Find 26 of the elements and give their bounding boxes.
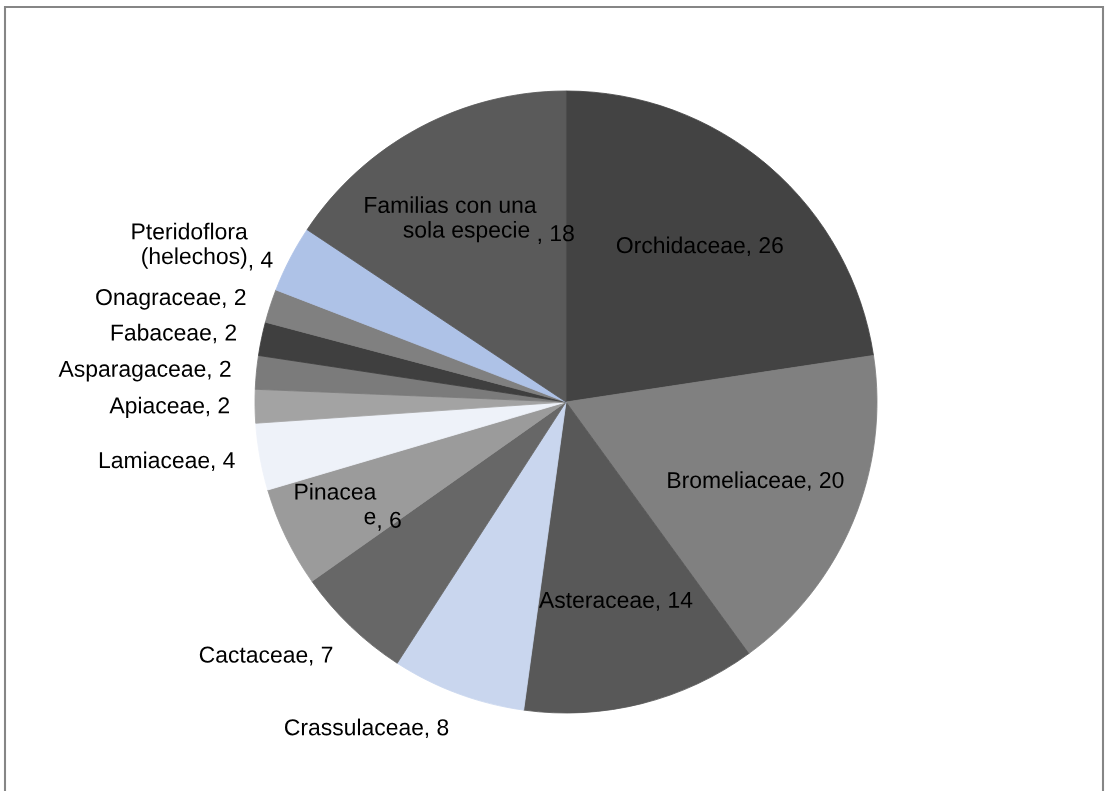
- data-label: , 2: [223, 288, 246, 308]
- data-label: , 7: [309, 646, 333, 666]
- slice-label: Asteraceae: [539, 592, 654, 609]
- slice-label: Pteridoflora (helechos): [132, 222, 248, 269]
- slice-label: Onagraceae: [96, 288, 221, 310]
- data-label: , 6: [378, 511, 401, 531]
- data-label: , 14: [656, 592, 693, 611]
- slice-label: Fabaceae: [111, 323, 211, 341]
- data-label: , 18: [538, 225, 574, 245]
- data-label: , 4: [211, 452, 235, 472]
- slice-label: Familias con una sola especie: [365, 196, 537, 243]
- data-label: , 4: [249, 251, 273, 271]
- data-label: , 2: [213, 324, 236, 344]
- slice-label: Asparagaceae: [58, 360, 206, 382]
- slice-label: Orchidaceae: [616, 236, 745, 254]
- slice-label: Lamiaceae: [99, 451, 210, 469]
- data-label: , 2: [208, 360, 231, 380]
- data-label: , 26: [747, 237, 783, 257]
- slice-label: Crassulaceae: [285, 718, 423, 736]
- slice-label: Pinacea e: [295, 482, 377, 525]
- data-label: , 8: [425, 719, 449, 739]
- slice-label: Apiaceae: [109, 396, 204, 419]
- data-label: , 2: [206, 397, 229, 417]
- data-label: , 20: [808, 471, 844, 491]
- slice-label: Cactaceae: [199, 646, 308, 663]
- slice-label: Bromeliaceae: [668, 471, 806, 489]
